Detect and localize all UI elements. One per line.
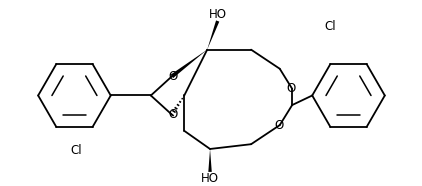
- Polygon shape: [170, 50, 207, 78]
- Polygon shape: [208, 149, 212, 172]
- Text: O: O: [287, 82, 296, 95]
- Text: HO: HO: [209, 8, 227, 21]
- Text: O: O: [274, 119, 284, 132]
- Text: HO: HO: [201, 172, 219, 185]
- Polygon shape: [207, 20, 219, 50]
- Text: O: O: [168, 108, 177, 121]
- Text: O: O: [168, 70, 177, 83]
- Text: Cl: Cl: [325, 20, 336, 33]
- Text: Cl: Cl: [70, 144, 82, 157]
